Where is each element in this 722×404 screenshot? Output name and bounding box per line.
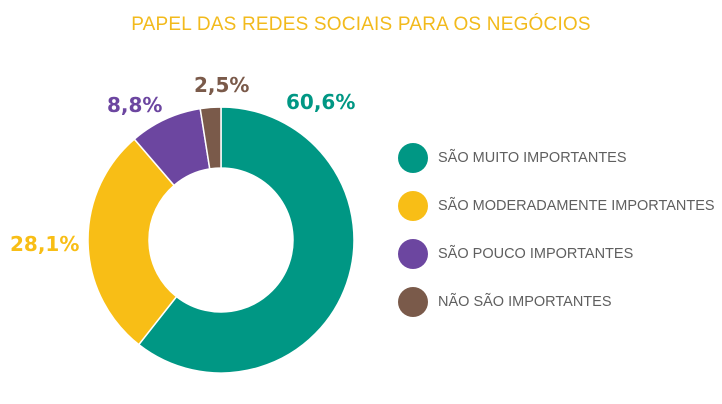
donut-slice-moderadamente-importantes bbox=[87, 138, 178, 346]
value-label-moderadamente-importantes: 28,1% bbox=[10, 232, 80, 256]
value-label-pouco-importantes: 8,8% bbox=[107, 93, 163, 117]
legend-item-nao-importantes: NÃO SÃO IMPORTANTES bbox=[398, 286, 715, 318]
donut-slice-nao-importantes bbox=[199, 106, 222, 170]
chart-legend: SÃO MUITO IMPORTANTES SÃO MODERADAMENTE … bbox=[398, 142, 715, 334]
legend-swatch bbox=[398, 191, 428, 221]
legend-item-muito-importantes: SÃO MUITO IMPORTANTES bbox=[398, 142, 715, 174]
legend-label: SÃO POUCO IMPORTANTES bbox=[438, 246, 634, 262]
legend-label: SÃO MUITO IMPORTANTES bbox=[438, 150, 627, 166]
legend-swatch bbox=[398, 239, 428, 269]
legend-label: NÃO SÃO IMPORTANTES bbox=[438, 294, 612, 310]
donut-slice-muito-importantes bbox=[137, 106, 355, 374]
chart-title: PAPEL DAS REDES SOCIAIS PARA OS NEGÓCIOS bbox=[131, 14, 591, 35]
legend-swatch bbox=[398, 287, 428, 317]
legend-label: SÃO MODERADAMENTE IMPORTANTES bbox=[438, 198, 715, 214]
legend-item-pouco-importantes: SÃO POUCO IMPORTANTES bbox=[398, 238, 715, 270]
value-label-muito-importantes: 60,6% bbox=[286, 90, 356, 114]
value-label-nao-importantes: 2,5% bbox=[194, 73, 250, 97]
legend-swatch bbox=[398, 143, 428, 173]
legend-item-moderadamente-importantes: SÃO MODERADAMENTE IMPORTANTES bbox=[398, 190, 715, 222]
